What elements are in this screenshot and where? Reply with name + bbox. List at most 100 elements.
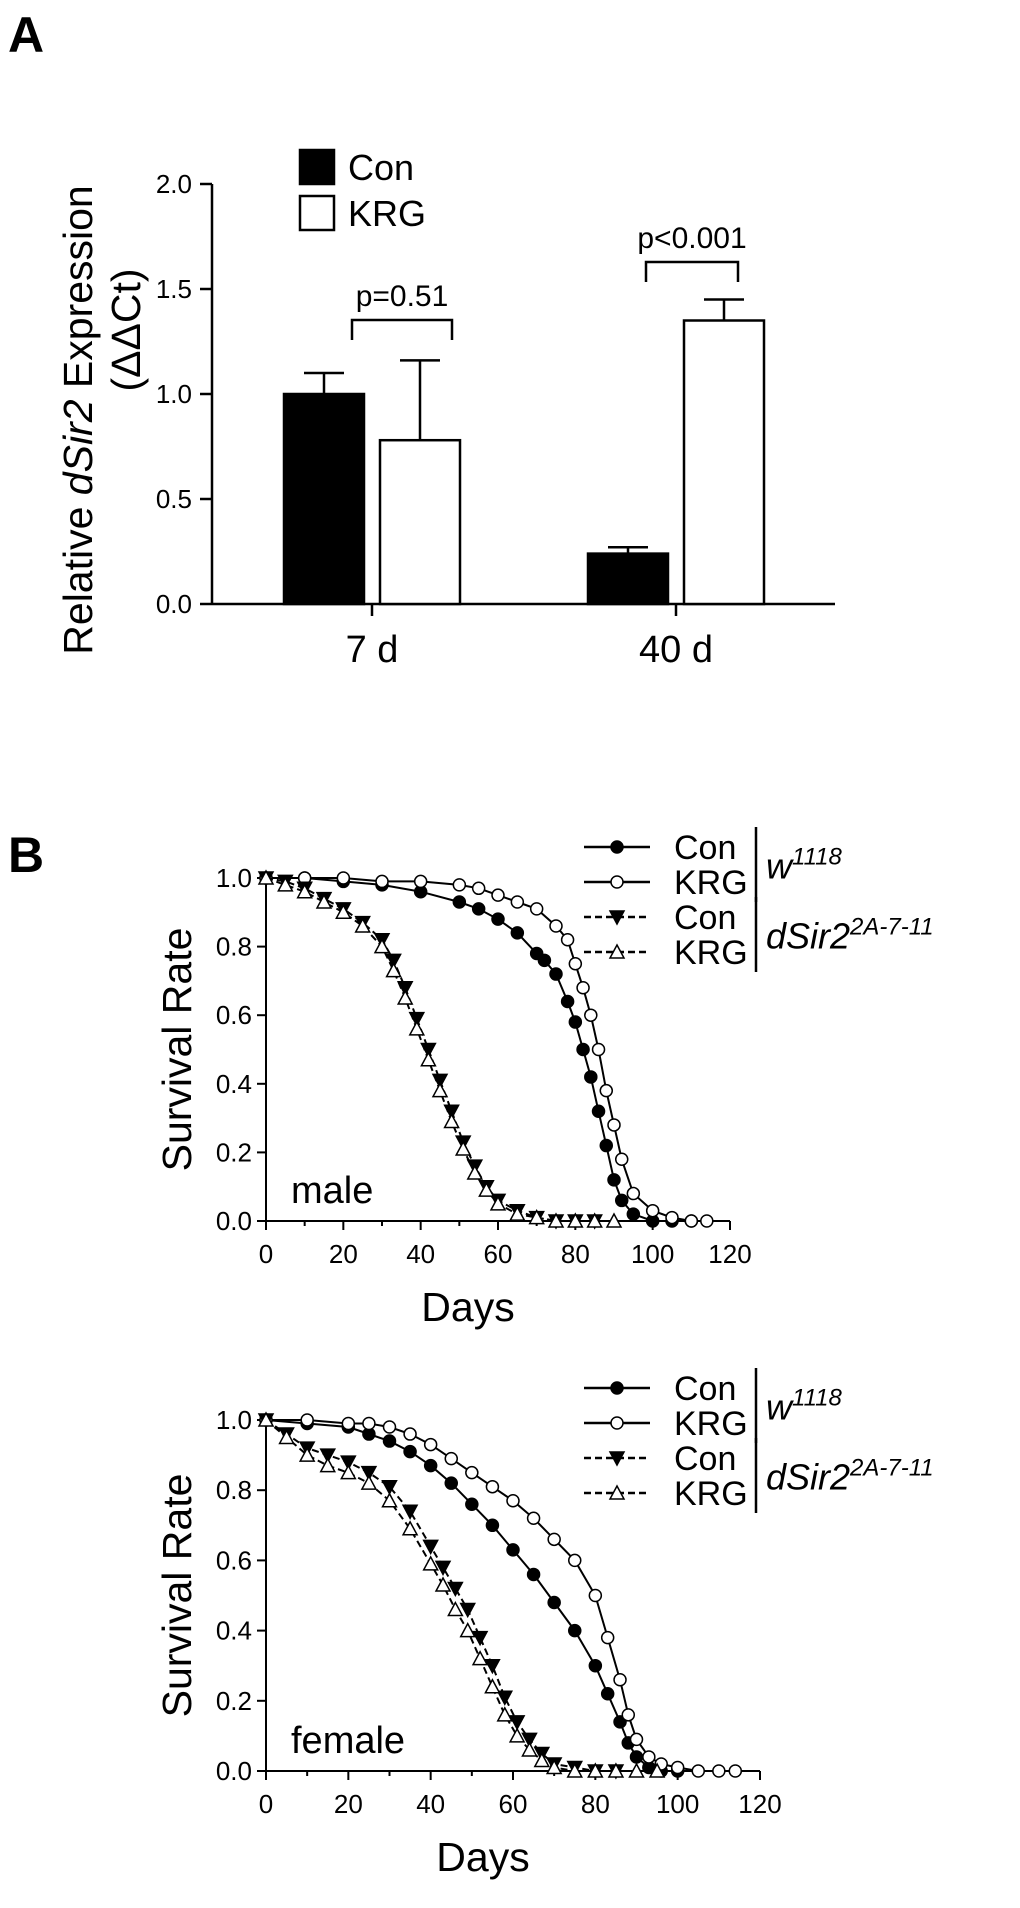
data-point xyxy=(549,919,563,933)
legend-marker xyxy=(610,875,624,889)
y-tick-label: 0.6 xyxy=(216,1545,252,1575)
genotype-superscript: 2A-7-11 xyxy=(849,1455,934,1482)
data-point xyxy=(403,1444,417,1459)
data-point xyxy=(526,1567,541,1582)
panel-a-axes: 0.0 0.5 1.0 1.5 2.0 7 d 40 d Relative dSir2 Exp… xyxy=(55,169,835,671)
data-point xyxy=(489,1195,507,1211)
series-krg-dsir2 xyxy=(257,869,623,1228)
y-tick-label: 0.6 xyxy=(216,1000,252,1030)
data-point xyxy=(385,953,402,969)
panel-a-letter: A xyxy=(8,7,44,63)
y-axis-title: Relative dSir2 Expression xyxy=(55,185,101,654)
data-point xyxy=(257,1411,275,1427)
data-point xyxy=(478,1181,495,1197)
survival-curve xyxy=(265,1419,678,1772)
legend-genotype-label: w1118 xyxy=(766,844,842,887)
genotype-base: w xyxy=(766,846,794,887)
data-point xyxy=(605,1212,623,1228)
data-point xyxy=(496,1706,514,1722)
y-tick-label: 0.0 xyxy=(216,1206,252,1236)
data-point xyxy=(728,1764,743,1778)
data-point xyxy=(591,1042,606,1057)
data-point xyxy=(298,1446,316,1462)
legend-genotype-label: w1118 xyxy=(766,1385,842,1428)
y-tick-label: 0.0 xyxy=(156,589,192,619)
data-point xyxy=(613,1672,627,1687)
legend-swatch-krg xyxy=(298,194,336,232)
x-tick-label: 100 xyxy=(656,1789,699,1819)
y-tick-label: 0.8 xyxy=(216,932,252,962)
data-point xyxy=(362,1416,376,1431)
data-point xyxy=(621,1708,636,1722)
y-axis-title: Survival Rate xyxy=(154,1474,200,1718)
bar-con xyxy=(282,392,366,606)
data-point xyxy=(431,1082,449,1098)
x-tick-label: 0 xyxy=(259,1239,273,1269)
x-tick-label: 80 xyxy=(561,1239,590,1269)
y-tick-label: 0.5 xyxy=(156,484,192,514)
legend-genotype-label: dSir22A-7-11 xyxy=(766,914,934,957)
data-point xyxy=(599,1138,614,1153)
data-point xyxy=(648,1762,666,1778)
data-point xyxy=(600,1630,615,1645)
legend-label: KRG xyxy=(674,934,748,972)
data-point xyxy=(547,1595,561,1610)
data-point xyxy=(336,871,351,885)
data-point xyxy=(408,1020,426,1036)
data-point xyxy=(382,1420,397,1434)
data-point xyxy=(712,1764,726,1778)
x-tick-label: 0 xyxy=(259,1789,273,1819)
data-point xyxy=(600,1687,615,1701)
y-tick-label: 0.4 xyxy=(216,1616,252,1646)
panel-a-bar-chart: A 0.0 0.5 1.0 1.5 2.0 7 d 40 d Relative dSir2 E… xyxy=(8,7,835,671)
data-point xyxy=(382,1434,397,1448)
data-point xyxy=(296,883,313,899)
legend-swatch-con xyxy=(298,148,336,186)
data-point xyxy=(381,1492,398,1508)
survival-curve xyxy=(265,1419,616,1772)
data-point xyxy=(381,1479,398,1496)
data-point xyxy=(510,895,525,909)
data-point xyxy=(401,1520,419,1536)
y-tick-label: 1.5 xyxy=(156,274,192,304)
data-point xyxy=(684,1214,699,1228)
data-point xyxy=(385,962,402,978)
data-point xyxy=(360,1474,378,1490)
y-axis-title-prefix: Relative xyxy=(55,495,101,655)
significance-bracket xyxy=(350,318,454,340)
genotype-superscript: 1118 xyxy=(792,1385,842,1412)
data-point xyxy=(485,1518,500,1533)
data-point xyxy=(599,1083,614,1098)
data-point xyxy=(607,1173,621,1187)
legend-marker xyxy=(608,943,626,959)
x-tick-label: 100 xyxy=(631,1239,674,1269)
y-tick-label: 1.0 xyxy=(216,863,252,893)
data-point xyxy=(568,1623,582,1638)
data-point xyxy=(375,874,389,889)
data-point xyxy=(700,1214,714,1228)
x-tick-label: 60 xyxy=(499,1789,528,1819)
x-tick-label: 40 xyxy=(416,1789,445,1819)
data-point xyxy=(526,1511,541,1526)
data-point xyxy=(567,1212,584,1228)
x-tick-label: 80 xyxy=(581,1789,610,1819)
data-point xyxy=(484,1658,501,1675)
legend-label-con: Con xyxy=(348,147,414,188)
y-tick-label: 2.0 xyxy=(156,169,192,199)
in-plot-sex-label: male xyxy=(291,1170,373,1212)
panel-a-bars xyxy=(282,298,766,606)
data-point xyxy=(396,989,414,1005)
data-point xyxy=(587,1762,604,1778)
data-point xyxy=(403,1427,417,1441)
data-point xyxy=(576,1042,590,1057)
data-point xyxy=(401,1504,419,1520)
data-point xyxy=(471,1630,489,1647)
data-point xyxy=(340,1455,357,1471)
panel-b-female-chart: 0.0 0.2 0.4 0.6 0.8 1.0 0 20 40 60 80 100 120 Days Sur… xyxy=(154,1368,934,1880)
data-point xyxy=(373,938,391,954)
data-point xyxy=(614,1152,629,1167)
genotype-superscript: 1118 xyxy=(792,844,842,871)
data-point xyxy=(491,888,505,902)
data-point xyxy=(533,1751,551,1768)
genotype-superscript: 2A-7-11 xyxy=(849,914,934,941)
